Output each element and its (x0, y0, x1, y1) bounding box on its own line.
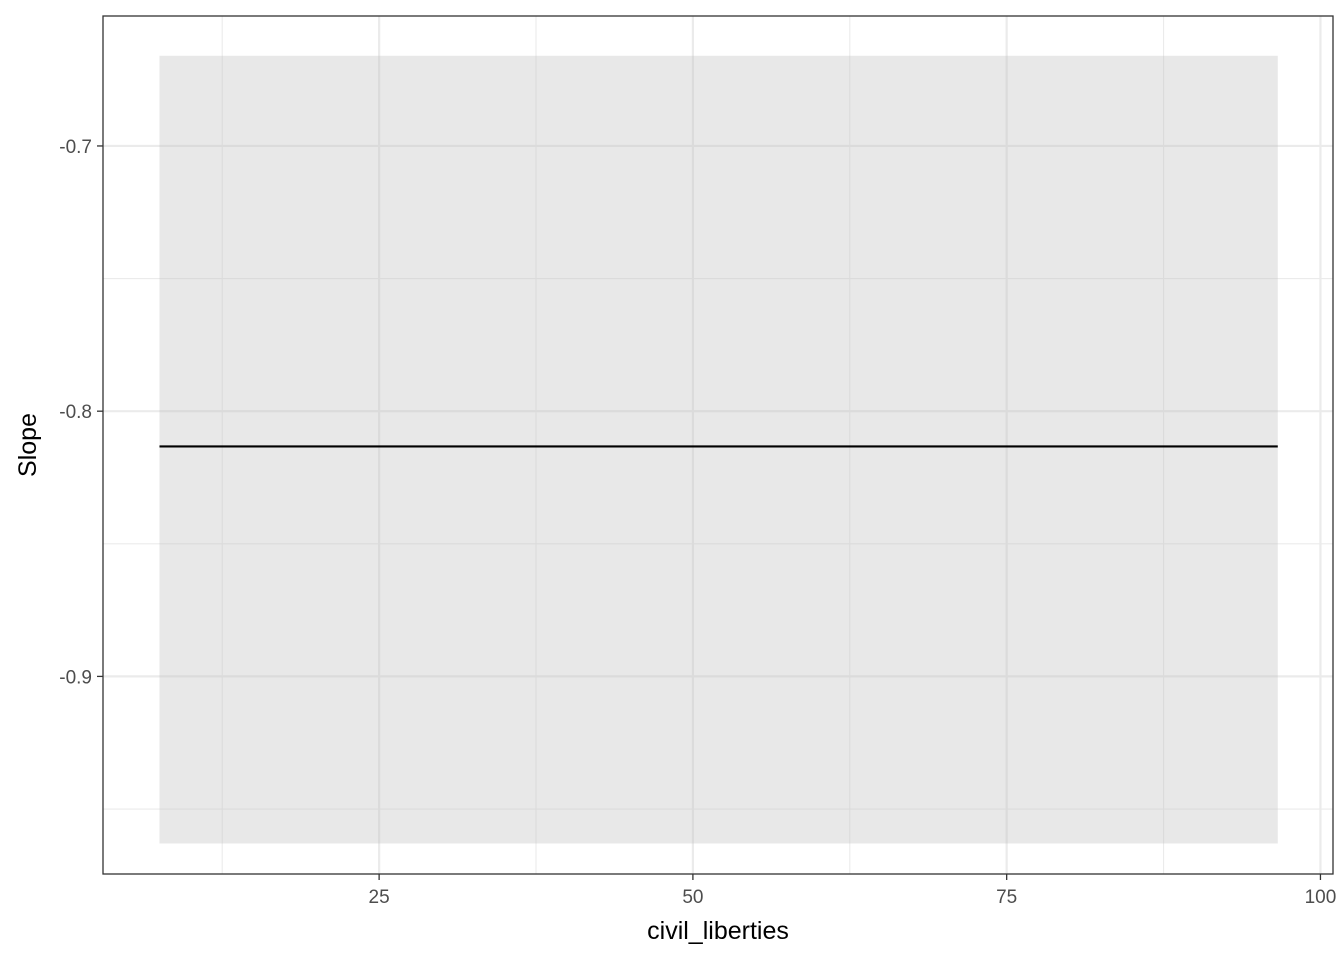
major-grid (103, 16, 1333, 874)
x-axis-ticks: 25 50 75 100 (369, 874, 1337, 908)
y-axis-ticks: -0.9 -0.8 -0.7 (59, 137, 103, 688)
x-tick-label: 75 (996, 887, 1017, 908)
y-tick-label: -0.8 (59, 402, 92, 423)
x-tick-label: 50 (682, 887, 703, 908)
x-tick-label: 100 (1305, 887, 1337, 908)
confidence-ribbon-layer (159, 55, 1278, 844)
y-tick-label: -0.9 (59, 667, 92, 688)
minor-grid (103, 16, 1333, 874)
y-tick-label: -0.7 (59, 137, 92, 158)
confidence-ribbon (159, 55, 1278, 844)
x-axis-title: civil_liberties (647, 917, 789, 945)
y-axis-title: Slope (14, 413, 42, 477)
panel-border (102, 15, 1334, 875)
x-tick-label: 25 (369, 887, 390, 908)
